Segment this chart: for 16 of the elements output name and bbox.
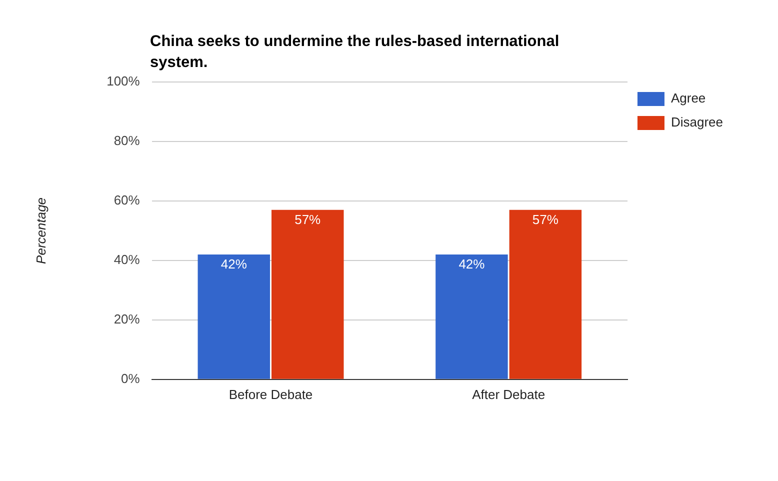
data-label: 57% xyxy=(294,212,322,227)
y-tick-label: 20% xyxy=(114,312,140,326)
data-label: 42% xyxy=(220,256,248,272)
y-tick-label: 80% xyxy=(114,133,140,148)
y-axis-title: Percentage xyxy=(33,197,48,264)
legend-label: Disagree xyxy=(670,114,724,130)
data-label: 57% xyxy=(532,212,559,227)
legend-label: Agree xyxy=(670,90,706,106)
chart-title: China seeks to undermine the rules-based international system. xyxy=(150,32,560,73)
x-tick-label: After Debate xyxy=(472,386,546,402)
y-tick-label: 60% xyxy=(114,192,140,208)
y-tick-label: 100% xyxy=(106,74,140,89)
x-tick-label: Before Debate xyxy=(228,386,313,402)
y-tick-label: 0% xyxy=(121,370,140,386)
y-tick-label: 40% xyxy=(114,252,140,268)
data-label: 42% xyxy=(458,256,486,272)
